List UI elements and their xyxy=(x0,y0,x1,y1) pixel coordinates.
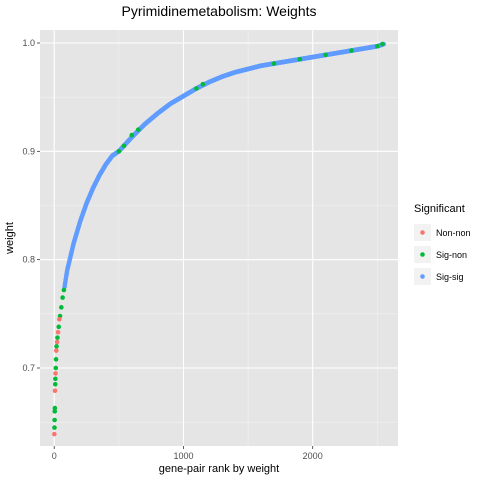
non-non-point xyxy=(54,339,60,345)
legend-label: Sig-non xyxy=(436,250,467,260)
non-non-point xyxy=(52,388,58,394)
sig-non-point xyxy=(349,48,354,53)
sig-non-point xyxy=(56,324,62,330)
sig-non-point xyxy=(121,143,127,149)
sig-non-point xyxy=(194,86,199,91)
legend: Significant Non-non Sig-non Sig-sig xyxy=(414,203,471,285)
sig-non-point xyxy=(61,287,67,293)
non-non-point xyxy=(52,431,57,437)
non-non-point xyxy=(53,348,59,353)
sig-non-point xyxy=(53,357,59,362)
x-tick-label: 1000 xyxy=(173,451,193,461)
sig-non-point xyxy=(271,61,277,66)
grid xyxy=(40,30,398,446)
sig-non-point xyxy=(53,365,59,371)
chart-title: Pyrimidinemetabolism: Weights xyxy=(121,3,316,19)
sig-non-point xyxy=(52,417,57,423)
non-non-point xyxy=(55,329,61,335)
x-tick-label: 2000 xyxy=(303,451,323,461)
sig-non-point xyxy=(53,376,58,382)
sig-non-point xyxy=(129,132,135,138)
legend-label: Sig-sig xyxy=(436,272,464,282)
sig-non-point xyxy=(59,305,64,310)
sig-non-point xyxy=(55,335,60,340)
legend-swatch xyxy=(420,252,425,257)
x-axis-title: gene-pair rank by weight xyxy=(159,463,279,475)
y-tick-label: 0.8 xyxy=(22,255,35,265)
sig-non-point xyxy=(323,52,328,58)
non-non-point xyxy=(57,316,62,322)
y-tick-label: 0.9 xyxy=(22,146,35,156)
sig-non-point xyxy=(297,56,303,62)
sig-non-point xyxy=(200,81,206,87)
x-tick-label: 0 xyxy=(52,451,57,461)
y-axis-title: weight xyxy=(4,222,16,255)
sig-non-point xyxy=(54,344,59,349)
sig-non-point xyxy=(52,409,58,414)
sig-non-point xyxy=(52,425,57,430)
sig-non-point xyxy=(60,295,65,300)
sig-non-point xyxy=(375,43,380,49)
data-points xyxy=(52,41,386,437)
plot-panel xyxy=(40,30,398,446)
y-tick-label: 1.0 xyxy=(22,38,35,48)
legend-swatch xyxy=(420,274,425,279)
sig-non-point xyxy=(135,127,141,132)
sig-non-point xyxy=(52,405,58,411)
legend-swatch xyxy=(420,230,425,235)
legend-label: Non-non xyxy=(436,228,471,238)
legend-title: Significant xyxy=(414,203,465,215)
non-non-point xyxy=(53,371,58,376)
axes: 0 1000 2000 0.7 0.8 0.9 1.0 xyxy=(22,38,322,461)
sig-non-point xyxy=(116,149,122,154)
y-tick-label: 0.7 xyxy=(22,363,35,373)
sig-non-point xyxy=(380,41,385,47)
sig-non-point xyxy=(52,381,58,387)
